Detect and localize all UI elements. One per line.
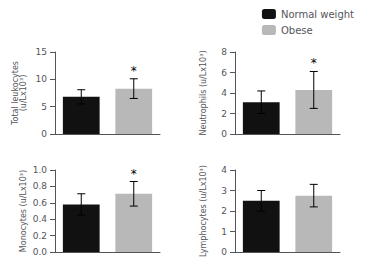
svg-text:10: 10 <box>36 74 48 84</box>
svg-text:6: 6 <box>221 68 227 78</box>
svg-text:4: 4 <box>221 165 227 175</box>
svg-text:Neutrophils (u/Lx10³): Neutrophils (u/Lx10³) <box>199 50 208 135</box>
svg-text:4: 4 <box>221 88 227 98</box>
svg-text:2: 2 <box>221 109 227 119</box>
svg-text:1: 1 <box>221 227 227 237</box>
svg-text:0.0: 0.0 <box>33 247 48 257</box>
svg-text:0.8: 0.8 <box>33 181 48 191</box>
svg-text:*: * <box>131 64 137 78</box>
svg-text:*: * <box>131 167 137 181</box>
svg-text:3: 3 <box>221 186 227 196</box>
svg-text:Normal weight: Normal weight <box>281 9 354 20</box>
svg-text:Monocytes (u/Lx10³): Monocytes (u/Lx10³) <box>19 170 28 252</box>
svg-text:5: 5 <box>41 102 47 112</box>
svg-text:(u/Lx10³): (u/Lx10³) <box>19 75 28 112</box>
svg-text:0.4: 0.4 <box>33 214 48 224</box>
svg-text:2: 2 <box>221 206 227 216</box>
svg-text:1.0: 1.0 <box>33 165 48 175</box>
svg-text:0: 0 <box>41 129 47 139</box>
svg-text:0: 0 <box>221 129 227 139</box>
svg-text:Lymphocytes (u/Lx10³): Lymphocytes (u/Lx10³) <box>199 165 208 257</box>
svg-text:0: 0 <box>221 247 227 257</box>
svg-text:Total leukocytes: Total leukocytes <box>10 61 20 125</box>
svg-text:*: * <box>311 56 317 70</box>
svg-text:15: 15 <box>36 47 47 57</box>
svg-text:0.6: 0.6 <box>33 198 48 208</box>
svg-text:8: 8 <box>221 47 227 57</box>
svg-text:Obese: Obese <box>281 25 313 36</box>
svg-text:0.2: 0.2 <box>33 231 47 241</box>
